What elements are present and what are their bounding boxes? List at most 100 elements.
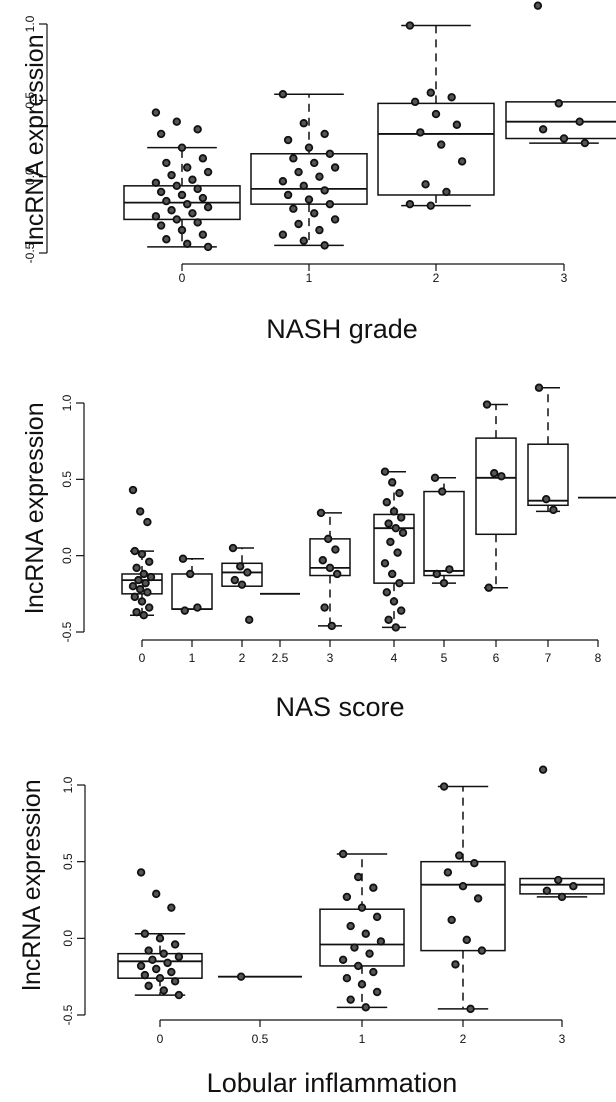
box bbox=[250, 153, 368, 205]
data-point bbox=[170, 977, 180, 986]
data-point bbox=[554, 875, 563, 885]
data-point bbox=[136, 868, 146, 877]
data-point bbox=[542, 886, 552, 895]
data-point bbox=[140, 929, 150, 938]
data-point bbox=[325, 199, 335, 209]
x-tick-label: 1 bbox=[306, 271, 313, 285]
data-point bbox=[369, 967, 378, 977]
data-point bbox=[421, 180, 430, 189]
y-tick-label: 1.0 bbox=[61, 776, 75, 793]
data-point bbox=[325, 149, 335, 158]
data-point bbox=[151, 178, 161, 187]
data-point bbox=[148, 955, 157, 964]
data-point bbox=[497, 472, 506, 481]
data-point bbox=[167, 170, 176, 180]
data-point bbox=[128, 485, 138, 495]
data-point bbox=[135, 507, 145, 516]
data-point bbox=[538, 125, 548, 134]
data-point bbox=[167, 206, 176, 215]
data-point bbox=[193, 603, 202, 612]
box-group-3 bbox=[519, 765, 605, 902]
y-tick-label: 1.0 bbox=[23, 15, 37, 32]
data-point bbox=[346, 995, 355, 1004]
y-tick-label: -0.5 bbox=[61, 1004, 75, 1025]
data-point bbox=[193, 218, 202, 227]
data-point bbox=[330, 163, 340, 172]
data-point bbox=[372, 987, 382, 997]
data-point bbox=[447, 93, 456, 102]
data-point bbox=[235, 562, 245, 571]
data-point bbox=[338, 849, 348, 859]
data-point bbox=[405, 199, 415, 209]
data-point bbox=[193, 184, 202, 194]
box-group-0 bbox=[123, 108, 241, 252]
data-point bbox=[178, 554, 188, 563]
data-point bbox=[128, 582, 138, 591]
data-point bbox=[183, 239, 192, 249]
panel-2: -0.5 0.0 0.5 1.0 0 1 2 2.5 3 4 5 6 7 8 lncRNA expressi… bbox=[21, 383, 616, 722]
data-point bbox=[203, 167, 213, 177]
data-point bbox=[159, 986, 168, 995]
data-point bbox=[172, 181, 181, 191]
box-group-1 bbox=[250, 90, 368, 250]
x-tick-label: 1 bbox=[359, 1032, 366, 1046]
data-point bbox=[146, 572, 156, 582]
data-point bbox=[376, 937, 386, 946]
data-point bbox=[342, 974, 352, 983]
data-point bbox=[395, 488, 404, 498]
box bbox=[319, 908, 405, 967]
box bbox=[423, 490, 465, 577]
data-point bbox=[294, 219, 303, 229]
y-tick-label: -0.5 bbox=[23, 242, 37, 263]
data-point bbox=[369, 883, 378, 892]
data-point bbox=[542, 494, 551, 504]
data-point bbox=[333, 569, 342, 579]
x-axis-title: Lobular inflammation bbox=[207, 1068, 458, 1098]
data-point bbox=[357, 903, 367, 912]
data-point bbox=[172, 215, 181, 224]
data-point bbox=[177, 225, 187, 235]
data-point bbox=[139, 569, 148, 579]
data-point bbox=[331, 545, 340, 554]
data-point bbox=[361, 1003, 370, 1012]
data-point bbox=[416, 128, 425, 137]
data-point bbox=[278, 230, 288, 239]
data-point bbox=[455, 851, 464, 860]
data-point bbox=[451, 960, 460, 969]
x-tick-label: 2.5 bbox=[272, 651, 289, 665]
x-tick-label: 6 bbox=[493, 651, 500, 665]
data-point bbox=[315, 225, 324, 235]
data-point bbox=[452, 120, 462, 129]
data-point bbox=[405, 21, 415, 30]
data-point bbox=[324, 534, 333, 544]
data-point bbox=[397, 513, 406, 522]
data-point bbox=[538, 765, 548, 774]
data-point bbox=[167, 903, 176, 912]
data-point bbox=[188, 175, 197, 184]
data-point bbox=[445, 565, 454, 574]
data-point bbox=[466, 1004, 475, 1014]
data-point bbox=[384, 519, 393, 528]
data-point bbox=[342, 892, 352, 902]
data-point bbox=[386, 537, 395, 547]
y-tick-label: 0.5 bbox=[60, 471, 74, 488]
data-point bbox=[132, 607, 141, 617]
data-point bbox=[365, 949, 374, 958]
x-tick-label: 7 bbox=[545, 651, 552, 665]
data-point bbox=[350, 943, 359, 952]
data-point bbox=[330, 215, 340, 224]
box-group-5 bbox=[423, 473, 465, 588]
data-point bbox=[554, 99, 563, 108]
data-point bbox=[439, 578, 449, 588]
data-point bbox=[320, 186, 329, 195]
data-point bbox=[283, 135, 293, 145]
box-group-4 bbox=[373, 467, 415, 632]
data-point bbox=[354, 961, 363, 971]
data-point bbox=[137, 549, 147, 559]
data-point bbox=[162, 196, 171, 206]
data-point bbox=[380, 559, 390, 568]
y-tick-label: 0.5 bbox=[61, 853, 75, 870]
data-point bbox=[144, 603, 154, 612]
data-point bbox=[316, 508, 326, 518]
